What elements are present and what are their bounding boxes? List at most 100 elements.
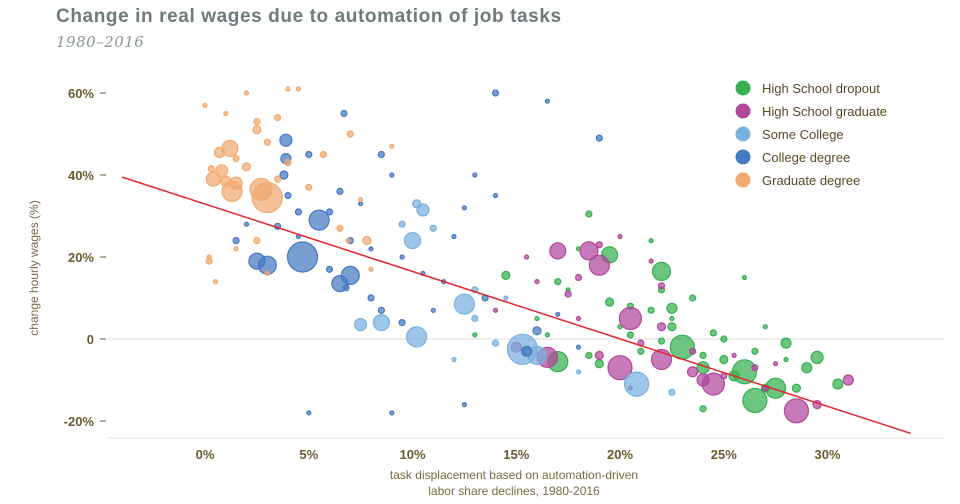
data-point [451, 233, 457, 240]
data-point [358, 201, 364, 207]
legend-marker [735, 126, 751, 142]
legend-marker [735, 80, 751, 96]
data-point [398, 220, 406, 228]
data-point [207, 165, 215, 173]
y-tick-label: 0 [87, 332, 94, 347]
data-point [501, 270, 511, 280]
legend-label: High School dropout [762, 81, 880, 96]
data-point [389, 143, 395, 149]
data-point [699, 351, 707, 359]
legend-label: Some College [762, 127, 844, 142]
legend-marker [735, 103, 751, 119]
data-point [336, 187, 344, 195]
data-point [575, 344, 582, 350]
y-tick-label: 60% [68, 86, 94, 101]
data-point [657, 337, 666, 345]
data-point [305, 183, 313, 191]
x-tick-label: 15% [503, 447, 529, 462]
data-point [594, 350, 604, 360]
data-point [336, 224, 344, 232]
data-point [657, 282, 666, 290]
data-point [263, 138, 271, 146]
data-point [325, 265, 334, 273]
data-point [842, 374, 854, 386]
data-point [647, 306, 655, 314]
data-point [741, 274, 748, 281]
data-point [406, 326, 428, 348]
data-point [294, 208, 302, 216]
data-point [492, 307, 499, 313]
data-point [325, 208, 334, 216]
data-point [532, 326, 542, 336]
data-point [232, 155, 240, 163]
data-point [832, 378, 844, 390]
y-tick-label: 40% [68, 168, 94, 183]
legend: High School dropout High School graduate S… [735, 80, 887, 188]
data-point [212, 279, 218, 285]
data-point [604, 297, 615, 307]
data-point [534, 279, 540, 285]
data-point [243, 90, 250, 96]
data-point [549, 242, 567, 260]
chart-subtitle: 1980–2016 [56, 33, 145, 51]
data-point [206, 254, 212, 260]
data-point [594, 359, 604, 369]
data-point [345, 238, 351, 244]
data-point [701, 372, 726, 396]
data-point [389, 410, 395, 416]
data-point [772, 361, 779, 367]
data-point [666, 302, 678, 314]
data-point [232, 237, 240, 245]
x-tick-label: 5% [299, 447, 318, 462]
data-point [377, 306, 385, 314]
data-point [709, 329, 718, 337]
data-point [595, 241, 603, 249]
data-point [688, 294, 697, 302]
legend-label: High School graduate [762, 104, 887, 119]
data-point [472, 332, 478, 338]
data-point [252, 125, 262, 135]
data-point [503, 295, 509, 301]
data-point [686, 366, 699, 378]
data-point [801, 362, 813, 374]
data-point [623, 371, 650, 397]
data-point [648, 258, 654, 264]
data-point [607, 355, 633, 381]
data-point [699, 405, 707, 413]
data-point [372, 314, 390, 332]
x-tick-label: 10% [399, 447, 425, 462]
data-point [416, 203, 430, 217]
data-point [617, 324, 623, 330]
data-point [354, 318, 368, 332]
data-point [286, 241, 319, 273]
data-point [471, 314, 479, 323]
data-point [398, 319, 406, 327]
y-tick-label: 20% [68, 250, 94, 265]
x-tick-label: 0% [196, 447, 215, 462]
data-point [651, 261, 672, 281]
data-point [472, 172, 478, 178]
data-point [367, 294, 375, 302]
x-tick-label: 30% [814, 447, 840, 462]
data-point [669, 315, 675, 322]
data-point [284, 191, 292, 200]
data-point [319, 150, 327, 159]
chart-title: Change in real wages due to automation o… [56, 6, 562, 27]
data-point [574, 273, 583, 282]
data-point [233, 246, 239, 252]
data-point [340, 109, 348, 118]
data-point [346, 130, 354, 138]
data-point [588, 254, 610, 276]
data-point [368, 246, 374, 252]
data-point [377, 150, 385, 159]
data-point [742, 387, 768, 414]
data-point [575, 315, 582, 322]
data-point [595, 134, 603, 142]
data-point [285, 86, 291, 92]
data-point [534, 315, 540, 322]
data-point [451, 356, 457, 363]
data-point [342, 284, 350, 292]
legend-label: College degree [762, 150, 850, 165]
data-point [253, 237, 261, 245]
